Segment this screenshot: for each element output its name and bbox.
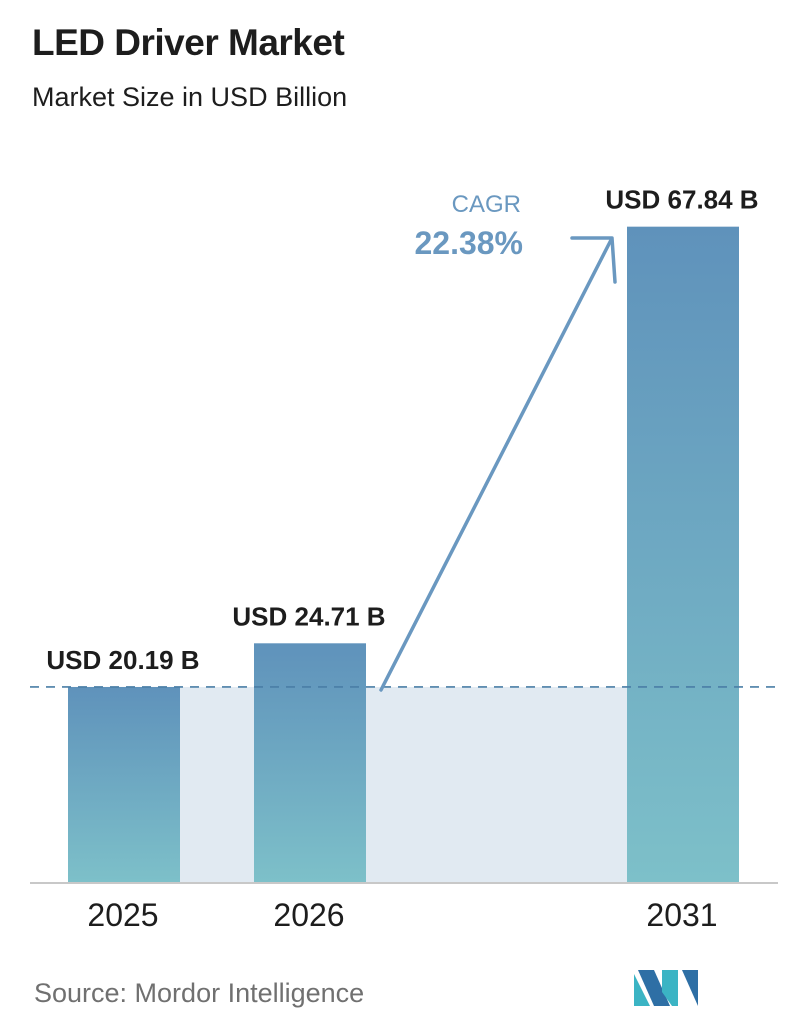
cagr-arrow-line	[379, 238, 613, 692]
bar-2026	[254, 643, 366, 882]
chart-subtitle: Market Size in USD Billion	[32, 82, 348, 112]
x-tick-label-2025: 2025	[87, 897, 158, 933]
chart-title: LED Driver Market	[32, 22, 345, 63]
reference-band-2	[366, 686, 627, 882]
cagr-label: CAGR	[452, 191, 521, 218]
cagr-arrow-head	[570, 236, 617, 284]
bar-2031	[627, 226, 739, 883]
x-tick-label-2031: 2031	[646, 897, 717, 933]
cagr-value: 22.38%	[414, 225, 523, 261]
x-tick-label-2026: 2026	[273, 897, 344, 933]
value-label-2031: USD 67.84 B	[605, 185, 758, 215]
source-credit: Source: Mordor Intelligence	[34, 978, 365, 1008]
reference-band-1	[180, 686, 254, 882]
mordor-intelligence-logo	[634, 970, 698, 1006]
value-label-2026: USD 24.71 B	[232, 601, 385, 631]
value-label-2025: USD 20.19 B	[46, 645, 199, 675]
bar-2025	[68, 686, 180, 882]
